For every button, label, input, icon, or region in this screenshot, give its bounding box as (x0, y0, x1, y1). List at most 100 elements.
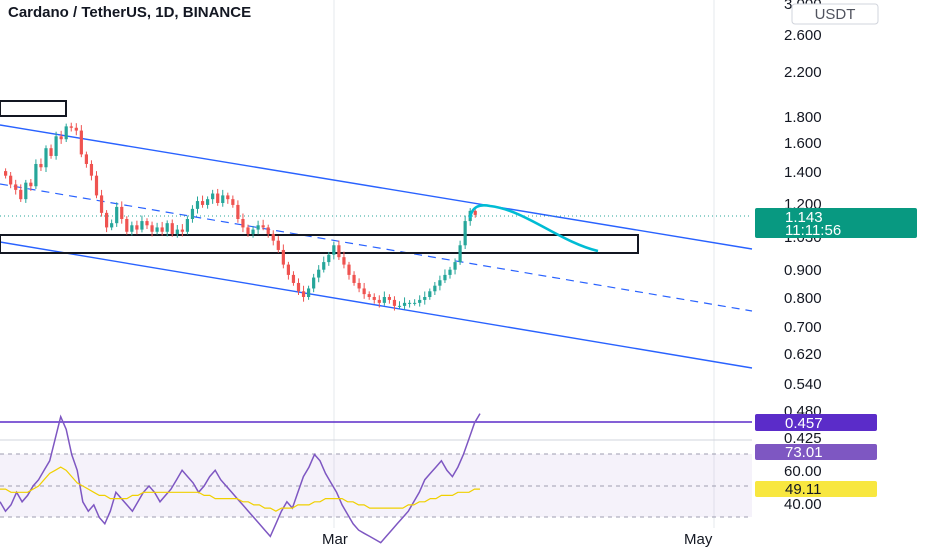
candle-body[interactable] (317, 269, 321, 278)
candle-body[interactable] (408, 302, 412, 304)
candle-body[interactable] (221, 195, 225, 203)
candle-body[interactable] (84, 154, 88, 164)
candle-body[interactable] (140, 221, 144, 230)
candle-body[interactable] (211, 193, 215, 200)
candle-body[interactable] (352, 274, 356, 283)
candle-body[interactable] (155, 227, 159, 232)
candle-body[interactable] (160, 227, 164, 232)
candle-body[interactable] (473, 210, 477, 215)
candle-body[interactable] (312, 277, 316, 289)
candle-body[interactable] (413, 302, 417, 304)
channel-upper-line[interactable] (0, 124, 753, 250)
candle-body[interactable] (125, 218, 129, 232)
candle-body[interactable] (226, 195, 230, 200)
candle-body[interactable] (79, 130, 83, 155)
candle-body[interactable] (200, 201, 205, 205)
currency-badge-box[interactable] (791, 3, 879, 25)
candle-body[interactable] (24, 182, 28, 200)
candle-body[interactable] (14, 184, 18, 190)
candle-body[interactable] (246, 227, 250, 234)
candle-body[interactable] (337, 245, 341, 258)
candle-body[interactable] (327, 254, 331, 263)
candle-body[interactable] (392, 299, 397, 306)
candle-body[interactable] (301, 291, 306, 297)
rsi-ma-value-badge[interactable] (755, 481, 877, 497)
candle-body[interactable] (206, 199, 210, 205)
candle-body[interactable] (69, 126, 73, 128)
candle-body[interactable] (130, 225, 134, 232)
candle-body[interactable] (423, 297, 427, 300)
candle-body[interactable] (231, 199, 235, 205)
candle-body[interactable] (99, 195, 104, 213)
candle-body[interactable] (170, 223, 174, 234)
candle-body[interactable] (94, 175, 99, 196)
candle-body[interactable] (54, 136, 58, 156)
candle-body[interactable] (190, 208, 195, 219)
candle-body[interactable] (281, 249, 285, 265)
candle-body[interactable] (216, 193, 220, 203)
candle-body[interactable] (4, 171, 8, 176)
candle-body[interactable] (367, 294, 371, 297)
rsi-value-badge[interactable] (755, 444, 877, 460)
candle-body[interactable] (271, 233, 275, 241)
channel-lower-line[interactable] (0, 241, 753, 369)
candle-body[interactable] (241, 218, 245, 228)
candle-body[interactable] (377, 299, 381, 303)
candle-body[interactable] (256, 225, 260, 230)
candle-body[interactable] (261, 225, 265, 228)
candle-body[interactable] (276, 240, 280, 250)
buy-zone-box[interactable] (0, 234, 639, 254)
candle-body[interactable] (307, 288, 311, 297)
candle-body[interactable] (448, 269, 452, 275)
candle-body[interactable] (418, 299, 422, 303)
candle-body[interactable] (458, 245, 462, 263)
candle-body[interactable] (195, 201, 200, 209)
channel-mid-dashed-line[interactable] (0, 183, 753, 312)
candle-body[interactable] (39, 163, 43, 168)
candle-body[interactable] (251, 229, 255, 234)
candle-body[interactable] (428, 291, 432, 297)
candle-body[interactable] (387, 297, 391, 300)
projection-curve[interactable] (468, 204, 599, 253)
candle-body[interactable] (180, 229, 184, 232)
candle-body[interactable] (110, 223, 114, 228)
candle-body[interactable] (347, 264, 351, 275)
candle-body[interactable] (342, 257, 346, 265)
candle-body[interactable] (9, 175, 13, 185)
candle-body[interactable] (296, 282, 301, 292)
candle-body[interactable] (362, 288, 366, 295)
candle-body[interactable] (291, 274, 296, 283)
candle-body[interactable] (433, 285, 437, 292)
candle-body[interactable] (105, 212, 109, 228)
candle-body[interactable] (115, 206, 119, 224)
candle-body[interactable] (266, 227, 270, 234)
candle-body[interactable] (89, 163, 94, 176)
candle-body[interactable] (34, 163, 38, 187)
candle-body[interactable] (44, 148, 48, 168)
candle-body[interactable] (64, 126, 68, 140)
candle-body[interactable] (438, 280, 442, 286)
candle-body[interactable] (165, 223, 169, 232)
candle-body[interactable] (120, 206, 124, 219)
candle-body[interactable] (150, 225, 154, 232)
candle-body[interactable] (59, 136, 63, 140)
candle-body[interactable] (357, 282, 361, 289)
candle-body[interactable] (175, 229, 179, 234)
candle-body[interactable] (135, 225, 139, 230)
last-price-badge[interactable] (755, 208, 917, 238)
candle-body[interactable] (332, 245, 336, 255)
candle-body[interactable] (286, 264, 290, 275)
candle-body[interactable] (74, 127, 78, 131)
candle-body[interactable] (49, 148, 53, 156)
candle-body[interactable] (463, 221, 467, 246)
box-upper-left[interactable] (0, 100, 67, 117)
candle-body[interactable] (145, 221, 149, 226)
candle-body[interactable] (382, 297, 386, 303)
candle-body[interactable] (402, 302, 407, 306)
candle-body[interactable] (29, 182, 33, 187)
candle-body[interactable] (453, 262, 457, 270)
candle-body[interactable] (322, 262, 326, 270)
candle-body[interactable] (185, 218, 189, 232)
candle-body[interactable] (19, 189, 23, 200)
